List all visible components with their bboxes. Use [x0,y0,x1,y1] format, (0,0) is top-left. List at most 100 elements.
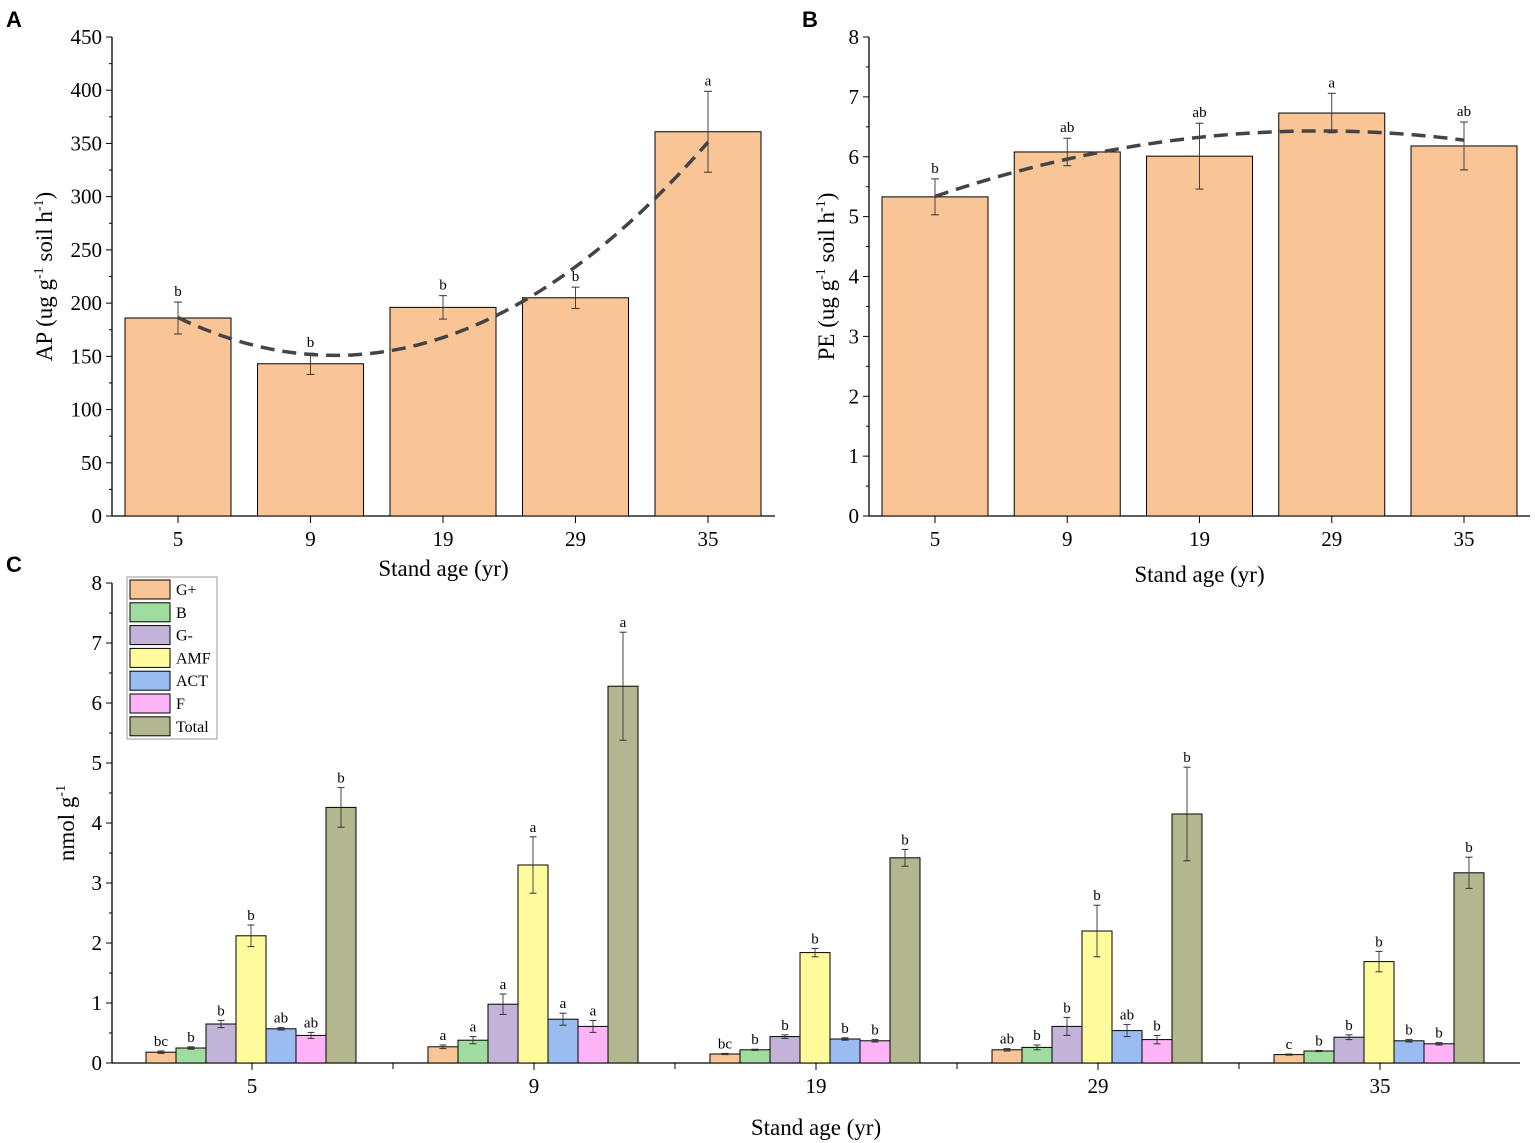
significance-letter: ab [1457,104,1471,120]
panel-label-b: B [802,7,818,32]
x-tick-label: 29 [1321,527,1342,551]
x-tick-label: 5 [173,527,184,551]
y-tick-label: 7 [92,631,103,655]
y-tick-label: 6 [849,145,860,169]
y-tick-label: 1 [849,444,860,468]
y-axis-title-part: soil h [814,211,839,268]
y-axis-title-part: ) [814,193,839,201]
significance-letter: b [841,1021,849,1037]
significance-letter: b [307,335,315,351]
y-axis-title-part: soil h [32,211,57,268]
significance-letter: b [1153,1018,1161,1034]
y-tick-label: 3 [92,871,103,895]
x-tick-label: 35 [1454,527,1475,551]
legend-label: G- [176,628,193,645]
trend-line [177,141,710,358]
legend-swatch [129,670,171,691]
x-axis-title: Stand age (yr) [1134,562,1264,587]
legend-label: ACT [176,673,208,690]
y-tick-label: 7 [849,85,860,109]
significance-letter: b [751,1032,759,1048]
y-tick-label: 50 [81,451,102,475]
significance-letter: a [705,73,712,89]
y-tick-label: 2 [92,931,103,955]
bar-total [325,806,357,1064]
significance-letter: b [931,161,939,177]
significance-letter: b [811,931,819,947]
significance-letter: b [1375,934,1383,950]
significance-letter: b [439,278,447,294]
bar [124,317,232,517]
significance-letter: b [901,832,909,848]
y-axis-title-part: -1 [54,785,69,797]
significance-letter: ab [274,1011,288,1027]
x-tick-label: 5 [930,527,941,551]
y-axis-title-part: -1 [32,267,47,279]
panel-a: 0 50 100 150 200 250 300 350 400 450 5 9 19 29 35 Stand… [32,25,775,581]
x-tick-label: 19 [433,527,454,551]
y-axis-title-part: -1 [32,199,47,211]
panel-label-a: A [6,7,22,32]
x-axis-title: Stand age (yr) [378,556,508,581]
bar-g+ [709,1053,741,1064]
bar-g+ [991,1049,1023,1064]
significance-letter: a [1328,75,1335,91]
significance-letter: b [337,771,345,787]
significance-letter: a [620,615,627,631]
significance-letter: a [560,996,567,1012]
y-tick-label: 2 [849,384,860,408]
significance-letter: b [1405,1023,1413,1039]
significance-letter: b [572,269,580,285]
bar [1410,145,1518,517]
x-tick-label: 9 [529,1074,540,1098]
x-tick-label: 5 [247,1074,258,1098]
y-tick-label: 4 [849,265,860,289]
significance-letter: b [247,908,255,924]
y-tick-label: 5 [849,205,860,229]
significance-letter: b [1063,1000,1071,1016]
y-tick-label: 3 [849,324,860,348]
y-tick-label: 450 [71,25,103,49]
bar [654,131,762,517]
legend-label: G+ [176,582,197,599]
y-axis-title: nmol g-1 [54,785,79,861]
y-tick-label: 0 [92,1051,103,1075]
y-axis-title: AP (ug g-1 soil h-1) [32,192,57,361]
legend-swatch [129,693,171,714]
bar-b [739,1049,771,1064]
bar [522,297,629,517]
significance-letter: b [871,1023,879,1039]
y-tick-label: 6 [92,691,103,715]
y-tick-label: 350 [71,131,103,155]
significance-letter: b [217,1003,225,1019]
significance-letter: b [187,1030,195,1046]
legend-label: AMF [176,650,211,667]
x-tick-label: 9 [1062,527,1073,551]
legend-label: F [176,696,185,713]
bar-g- [769,1036,801,1064]
significance-letter: bc [718,1036,733,1052]
significance-letter: bc [154,1034,169,1050]
y-tick-label: 250 [71,238,103,262]
x-tick-label: 29 [1088,1074,1109,1098]
y-tick-label: 8 [92,571,103,595]
bar-b [175,1047,207,1064]
significance-letter: c [1286,1037,1293,1053]
legend-swatch [129,716,171,737]
significance-letter: b [1033,1028,1041,1044]
x-axis-title: Stand age (yr) [751,1115,881,1140]
y-tick-label: 0 [92,504,103,528]
bar-g+ [1273,1054,1305,1064]
significance-letter: b [1183,750,1191,766]
significance-letter: b [1465,840,1473,856]
y-axis-title-part: -1 [814,268,829,280]
bar [1278,112,1386,517]
bar-f [295,1034,327,1064]
y-tick-label: 400 [71,78,103,102]
bar-g- [1333,1036,1365,1064]
y-axis-title-part: ) [32,192,57,200]
significance-letter: b [1435,1026,1443,1042]
y-axis-title-part: -1 [814,200,829,212]
